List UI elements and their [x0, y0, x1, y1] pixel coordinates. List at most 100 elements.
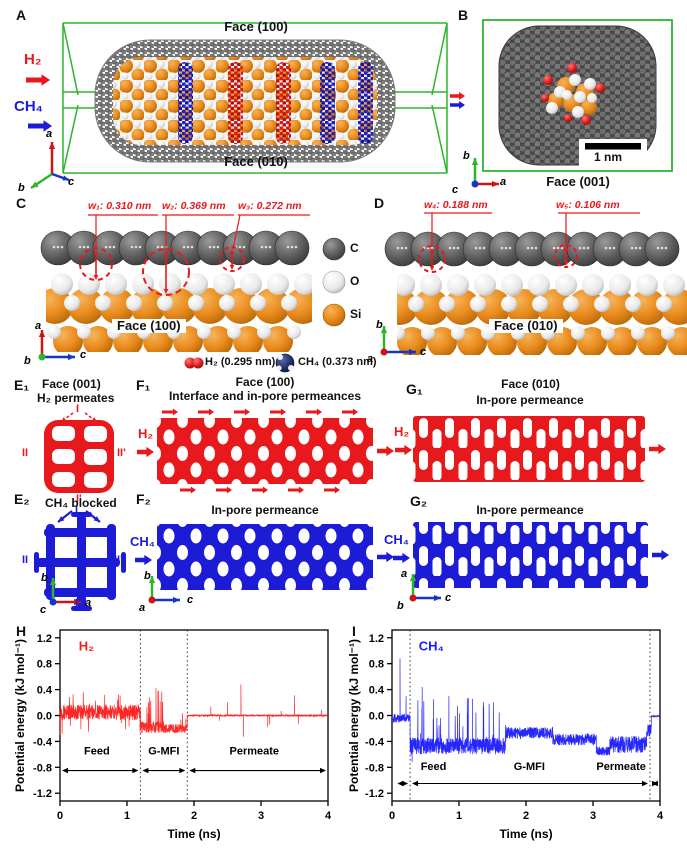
- panel-h-label: H: [16, 623, 27, 639]
- svg-text:-0.4: -0.4: [365, 736, 385, 748]
- panel-f2-ch4-density-face-100: [135, 524, 394, 604]
- svg-text:0: 0: [389, 810, 395, 822]
- axis-label-b-right: a: [500, 176, 507, 188]
- molecule-size-legend: [184, 353, 295, 373]
- axis-label-g2-right: c: [445, 592, 452, 604]
- svg-text:-0.8: -0.8: [33, 762, 52, 774]
- svg-text:CH₄: CH₄: [419, 639, 444, 654]
- e2-marker-bottom: I': [75, 597, 81, 609]
- panel-a-label: A: [16, 7, 27, 23]
- g1-title: Face (010): [501, 377, 560, 391]
- trace-H: [59, 684, 329, 737]
- f2-subtitle: In-pore permeance: [211, 503, 319, 517]
- svg-text:1.2: 1.2: [369, 633, 384, 645]
- e1-marker-right: II': [117, 447, 126, 459]
- axis-triad-a: [30, 142, 70, 190]
- svg-text:Feed: Feed: [421, 761, 447, 773]
- face-001-label-b: Face (001): [546, 174, 610, 189]
- svg-text:3: 3: [590, 810, 596, 822]
- e2-subtitle: CH₄ blocked: [45, 496, 117, 510]
- panel-g1-h2-density-face-010: [395, 416, 666, 482]
- svg-text:Feed: Feed: [84, 745, 110, 757]
- svg-text:G-MFI: G-MFI: [514, 761, 545, 773]
- panel-c-face-100-interface: [38, 214, 312, 361]
- face-010-label-d: Face (010): [489, 318, 563, 334]
- e1-subtitle: H₂ permeates: [37, 391, 115, 405]
- d-graphene-layer: [384, 231, 680, 267]
- c-pore-width-annotations: [79, 214, 310, 296]
- pore-width-w4: w₄: 0.188 nm: [424, 199, 488, 211]
- trace-I: [391, 658, 661, 763]
- d-pore-width-annotations: [418, 212, 640, 273]
- chart-svg-H: -1.2 -0.8 -0.4 0.0 0.4 0.8 1.2 0 1 2 3 4 Time (ns) Po…: [13, 629, 332, 841]
- face-100-label-a: Face (100): [224, 19, 288, 34]
- g2-gas-label: CH₄: [384, 532, 409, 547]
- legend-ch4-size: CH₄ (0.373 nm): [298, 356, 377, 368]
- axis-triad-b: [471, 158, 499, 188]
- pore-width-w5: w₅: 0.106 nm: [556, 199, 620, 211]
- legend-h2-size: H₂ (0.295 nm): [205, 356, 276, 368]
- axis-label-a-up: a: [46, 128, 53, 140]
- svg-text:0.0: 0.0: [37, 711, 52, 723]
- g1-subtitle: In-pore permeance: [476, 393, 584, 407]
- panel-f2-label: F₂: [136, 491, 151, 507]
- axis-triad-e2: [49, 578, 81, 606]
- panel-d-label: D: [374, 195, 385, 211]
- svg-text:0.8: 0.8: [37, 659, 52, 671]
- e2-marker-top: I: [75, 505, 79, 517]
- c-graphene-layer: [40, 230, 310, 266]
- chart-h2-potential-energy: -1.2 -0.8 -0.4 0.0 0.4 0.8 1.2 0 1 2 3 4 Time (ns) Po…: [12, 624, 348, 849]
- svg-text:0: 0: [57, 810, 63, 822]
- e1-marker-bottom: I': [76, 493, 82, 505]
- svg-text:4: 4: [657, 810, 664, 822]
- panel-b-face-001-view: [471, 19, 673, 188]
- svg-text:Permeate: Permeate: [596, 761, 646, 773]
- pore-width-w3: w₃: 0.272 nm: [238, 200, 302, 212]
- chart-ch4-potential-energy: -1.2 -0.8 -0.4 0.0 0.4 0.8 1.2 0 1 2 3 4 Time (ns) Po…: [346, 624, 687, 849]
- axis-label-f2-right: c: [187, 594, 194, 606]
- b-center-zeolite-cluster: [541, 63, 605, 125]
- svg-text:0.4: 0.4: [37, 685, 53, 697]
- scale-bar-label: 1 nm: [594, 150, 623, 164]
- pore-width-w1: w₁: 0.310 nm: [88, 200, 152, 212]
- axis-label-e2-up: b: [41, 572, 48, 584]
- panel-e1-label: E₁: [14, 377, 30, 393]
- panel-g2-label: G₂: [410, 493, 428, 509]
- svg-text:G-MFI: G-MFI: [148, 745, 179, 757]
- svg-text:Potential energy (kJ mol⁻¹): Potential energy (kJ mol⁻¹): [347, 639, 361, 792]
- axis-label-c-up: a: [35, 320, 42, 332]
- f1-subtitle: Interface and in-pore permeances: [168, 389, 362, 403]
- panel-e1-h2-density-face-001: [44, 412, 114, 493]
- axis-label-g2-dot: b: [397, 600, 404, 612]
- svg-text:1: 1: [124, 810, 130, 822]
- svg-text:-0.8: -0.8: [365, 762, 384, 774]
- axis-label-f2-dot: a: [139, 602, 146, 614]
- panel-f1-label: F₁: [136, 377, 151, 393]
- svg-text:-1.2: -1.2: [33, 788, 52, 800]
- f2-gas-label: CH₄: [130, 534, 155, 549]
- pore-width-w2: w₂: 0.369 nm: [162, 200, 226, 212]
- f1-gas-label: H₂: [138, 426, 154, 441]
- svg-text:0.0: 0.0: [369, 711, 384, 723]
- e1-marker-left: II: [22, 447, 29, 459]
- svg-text:3: 3: [258, 810, 264, 822]
- e2-marker-left: II: [22, 554, 29, 566]
- axis-triad-f2: [148, 576, 180, 604]
- panel-g1-label: G₁: [406, 381, 423, 397]
- e1-marker-top: I: [76, 403, 80, 415]
- svg-text:-0.4: -0.4: [33, 736, 53, 748]
- g1-gas-label: H₂: [394, 424, 410, 439]
- svg-text:H₂: H₂: [79, 639, 94, 654]
- svg-text:1.2: 1.2: [37, 633, 52, 645]
- axis-label-a-right: c: [68, 176, 75, 188]
- face-010-label-a: Face (010): [224, 154, 288, 169]
- svg-text:0.4: 0.4: [369, 685, 385, 697]
- axis-triad-d: [380, 326, 416, 356]
- axis-label-g2-up: a: [401, 568, 408, 580]
- axis-triad-c: [38, 330, 75, 361]
- svg-text:Time (ns): Time (ns): [499, 827, 552, 841]
- axis-label-e2-dot: c: [40, 604, 47, 616]
- axis-label-f2-up: b: [144, 570, 151, 582]
- svg-text:2: 2: [191, 810, 197, 822]
